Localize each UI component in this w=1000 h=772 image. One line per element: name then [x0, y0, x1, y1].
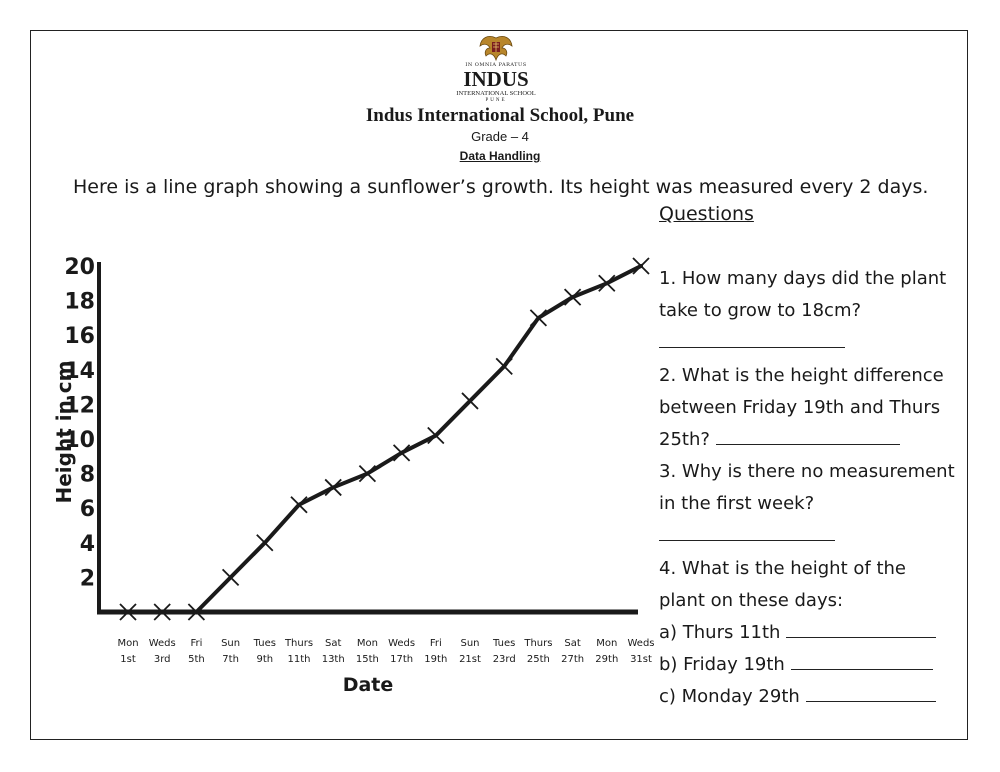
data-point-13	[529, 309, 548, 327]
answer-4a-blank[interactable]	[786, 617, 937, 638]
answer-2-blank[interactable]	[715, 424, 900, 445]
x-tick-day-6: Thurs	[284, 638, 313, 649]
answer-1-blank[interactable]	[659, 327, 845, 348]
data-point-15	[598, 274, 616, 292]
answer-4c-blank[interactable]	[805, 681, 936, 702]
school-name: Indus International School, Pune	[365, 105, 635, 126]
y-tick-label-18: 18	[64, 290, 95, 315]
data-point-5	[256, 534, 274, 552]
x-tick-date-8: 15th	[356, 654, 379, 665]
y-axis-label: Height in cm	[52, 361, 76, 504]
x-tick-day-10: Fri	[430, 638, 442, 649]
data-point-1	[119, 603, 137, 621]
question-3: 3. Why is there no measurement in the fi…	[659, 456, 959, 552]
x-tick-date-5: 9th	[256, 654, 273, 665]
questions-heading: Questions	[659, 203, 754, 225]
grade-label: Grade – 4	[471, 129, 529, 144]
question-1-line-2: take to grow to 18cm?	[659, 300, 862, 321]
question-2-line-2: between Friday 19th and Thurs	[659, 397, 941, 418]
x-axis-label: Date	[343, 674, 394, 696]
data-point-14	[563, 288, 582, 306]
data-point-6	[290, 496, 308, 514]
x-tick-day-1: Mon	[117, 638, 138, 649]
y-tick-label-8: 8	[80, 463, 95, 488]
data-point-3	[187, 603, 206, 621]
x-tick-date-11: 21st	[459, 654, 481, 665]
y-tick-label-6: 6	[80, 497, 95, 522]
question-4-line-2: plant on these days:	[659, 590, 844, 611]
data-point-16	[632, 257, 650, 275]
question-3-line-1: 3. Why is there no measurement	[659, 461, 955, 482]
x-tick-date-6: 11th	[288, 654, 311, 665]
logo-city: PUNE	[485, 98, 507, 103]
school-logo: IN OMNIA PARATUS INDUS INTERNATIONAL SCH…	[448, 34, 544, 104]
y-tick-label-10: 10	[64, 428, 95, 453]
question-1-line-1: 1. How many days did the plant	[659, 268, 947, 289]
question-4: 4. What is the height of the plant on th…	[659, 553, 959, 713]
crest-icon	[479, 36, 513, 62]
x-tick-day-16: Weds	[627, 638, 654, 649]
x-tick-date-4: 7th	[222, 654, 239, 665]
question-2-line-3: 25th?	[659, 429, 710, 450]
question-2: 2. What is the height difference between…	[659, 360, 959, 456]
topic-title: Data Handling	[459, 149, 541, 163]
worksheet-border	[30, 30, 968, 740]
x-tick-day-11: Sun	[460, 638, 479, 649]
logo-motto: IN OMNIA PARATUS	[465, 62, 527, 68]
x-tick-date-2: 3rd	[154, 654, 171, 665]
x-tick-day-12: Tues	[492, 638, 515, 649]
question-4a-label: a) Thurs 11th	[659, 622, 781, 643]
x-tick-day-14: Sat	[564, 638, 580, 649]
intro-text: Here is a line graph showing a sunflower…	[73, 176, 929, 198]
x-tick-date-15: 29th	[595, 654, 618, 665]
x-tick-date-14: 27th	[561, 654, 584, 665]
y-tick-label-12: 12	[64, 393, 95, 418]
data-point-11	[461, 392, 479, 410]
data-point-4	[221, 568, 240, 587]
y-tick-label-14: 14	[64, 359, 95, 384]
x-tick-date-7: 13th	[322, 654, 345, 665]
answer-4b-blank[interactable]	[790, 649, 933, 670]
x-tick-date-16: 31st	[630, 654, 652, 665]
y-tick-label-16: 16	[64, 324, 95, 349]
logo-subtitle: INTERNATIONAL SCHOOL	[456, 90, 536, 97]
x-tick-day-2: Weds	[149, 638, 176, 649]
x-tick-date-12: 23rd	[493, 654, 516, 665]
question-4-line-1: 4. What is the height of the	[659, 558, 906, 579]
x-tick-day-15: Mon	[596, 638, 617, 649]
question-1: 1. How many days did the plant take to g…	[659, 263, 959, 359]
data-point-7	[324, 478, 342, 497]
data-point-9	[392, 444, 411, 462]
answer-3-blank[interactable]	[659, 520, 835, 541]
data-point-10	[427, 426, 445, 445]
question-3-line-2: in the first week?	[659, 493, 815, 514]
x-tick-date-13: 25th	[527, 654, 550, 665]
data-point-12	[495, 357, 513, 375]
logo-name: INDUS	[463, 67, 529, 91]
x-tick-day-5: Tues	[253, 638, 276, 649]
x-tick-date-1: 1st	[120, 654, 136, 665]
y-tick-label-20: 20	[64, 255, 95, 280]
x-tick-day-9: Weds	[388, 638, 415, 649]
x-tick-date-9: 17th	[390, 654, 413, 665]
x-tick-day-3: Fri	[190, 638, 202, 649]
question-2-line-1: 2. What is the height difference	[659, 365, 944, 386]
x-tick-day-4: Sun	[221, 638, 240, 649]
y-tick-label-4: 4	[80, 532, 95, 557]
x-tick-date-10: 19th	[424, 654, 447, 665]
x-tick-day-13: Thurs	[523, 638, 552, 649]
data-point-8	[358, 464, 377, 483]
x-tick-date-3: 5th	[188, 654, 205, 665]
y-tick-label-2: 2	[80, 566, 95, 591]
series-line	[126, 264, 643, 614]
question-4c-label: c) Monday 29th	[659, 686, 800, 707]
question-4b-label: b) Friday 19th	[659, 654, 785, 675]
x-tick-day-8: Mon	[357, 638, 378, 649]
x-tick-day-7: Sat	[325, 638, 341, 649]
data-point-2	[153, 603, 171, 621]
